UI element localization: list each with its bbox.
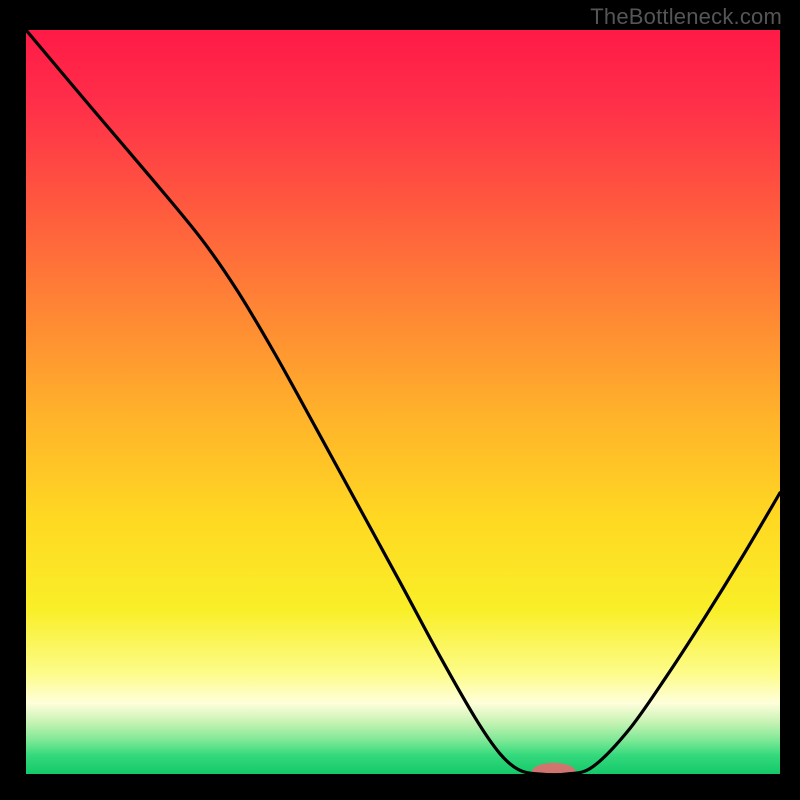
- bottleneck-plot: [26, 30, 780, 774]
- gradient-background: [26, 30, 780, 774]
- watermark-text: TheBottleneck.com: [590, 4, 782, 30]
- chart-container: TheBottleneck.com: [0, 0, 800, 800]
